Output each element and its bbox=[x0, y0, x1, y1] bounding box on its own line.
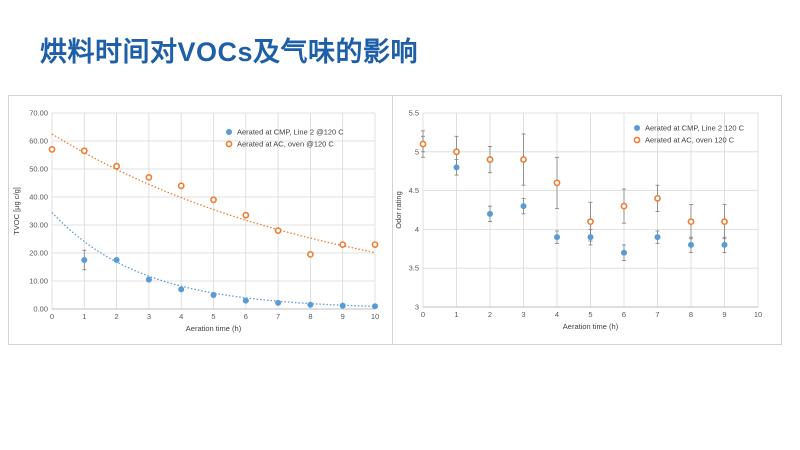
odor-series-0-point bbox=[487, 210, 493, 217]
odor-chart: 3 3.5 4 4.5 5 5.5 0 1 2 3 4 5 6 7 8 9 10 Aeration time (h… bbox=[392, 95, 782, 345]
odor-x-tick-label: 6 bbox=[622, 310, 626, 319]
tvoc-x-axis-label: Aeration time (h) bbox=[186, 324, 242, 333]
tvoc-series-0-point bbox=[372, 303, 378, 310]
odor-x-axis-label: Aeration time (h) bbox=[563, 322, 619, 331]
tvoc-y-tick-label: 60.00 bbox=[29, 137, 48, 146]
tvoc-y-tick-label: 40.00 bbox=[29, 193, 48, 202]
tvoc-series-0-point bbox=[242, 297, 249, 304]
tvoc-series-0-point bbox=[210, 292, 217, 298]
tvoc-series-1-point bbox=[80, 147, 88, 155]
tvoc-series-1-point bbox=[145, 174, 153, 181]
tvoc-y-tick-label: 50.00 bbox=[29, 165, 48, 174]
tvoc-x-tick-label: 4 bbox=[179, 312, 183, 321]
odor-series-1-point bbox=[553, 179, 561, 187]
tvoc-series-0-point bbox=[145, 276, 152, 283]
odor-series-0-point bbox=[654, 234, 661, 241]
tvoc-series-1-point bbox=[210, 196, 217, 204]
odor-series-0-point bbox=[554, 234, 560, 241]
odor-series-0-point bbox=[453, 164, 460, 171]
tvoc-series-0-point bbox=[275, 299, 282, 306]
odor-x-tick-label: 9 bbox=[722, 310, 726, 319]
odor-chart-plot: 3 3.5 4 4.5 5 5.5 0 1 2 3 4 5 6 7 8 9 10 Aeration time (h… bbox=[394, 109, 762, 332]
odor-y-tick-label: 3 bbox=[415, 303, 419, 312]
odor-y-tick-label: 4 bbox=[415, 225, 419, 234]
odor-x-tick-label: 8 bbox=[689, 310, 693, 319]
odor-series-1-point bbox=[486, 156, 494, 163]
tvoc-y-tick-label: 10.00 bbox=[29, 277, 48, 286]
odor-series-1-point bbox=[419, 140, 427, 148]
odor-series-1-point bbox=[453, 148, 460, 156]
odor-y-tick-label: 4.5 bbox=[409, 186, 419, 195]
odor-series-1-point bbox=[587, 218, 594, 226]
tvoc-chart: 0.00 10.00 20.00 30.00 40.00 50.00 60.00 70.00 0… bbox=[8, 95, 394, 345]
tvoc-series-0-point bbox=[339, 302, 346, 309]
tvoc-series-1-point bbox=[177, 182, 185, 190]
tvoc-x-tick-label: 10 bbox=[371, 312, 379, 321]
tvoc-series-1-point bbox=[371, 241, 379, 248]
odor-y-tick-label: 5 bbox=[415, 147, 419, 156]
odor-legend-label: Aerated at AC, oven 120 C bbox=[645, 136, 735, 145]
tvoc-chart-plot: 0.00 10.00 20.00 30.00 40.00 50.00 60.00 70.00 0… bbox=[12, 109, 379, 334]
odor-x-tick-label: 2 bbox=[488, 310, 492, 319]
odor-x-tick-label: 4 bbox=[555, 310, 559, 319]
odor-series-1-point bbox=[687, 218, 695, 226]
odor-legend-marker bbox=[633, 136, 641, 144]
tvoc-x-tick-label: 2 bbox=[115, 312, 119, 321]
tvoc-legend-marker bbox=[225, 140, 233, 148]
odor-series-1-point bbox=[620, 202, 628, 210]
tvoc-x-tick-label: 3 bbox=[147, 312, 151, 321]
odor-legend-label: Aerated at CMP, Line 2 120 C bbox=[645, 124, 745, 133]
tvoc-series-0-point bbox=[81, 257, 88, 263]
tvoc-y-axis-label: TVOC [μg c/g] bbox=[12, 187, 21, 235]
tvoc-series-1-point bbox=[339, 241, 347, 248]
tvoc-series-0-point bbox=[307, 301, 314, 308]
odor-x-tick-label: 5 bbox=[588, 310, 592, 319]
tvoc-x-tick-label: 5 bbox=[211, 312, 215, 321]
tvoc-x-tick-label: 6 bbox=[244, 312, 248, 321]
tvoc-series-1-trendline bbox=[51, 133, 376, 254]
tvoc-series-0-point bbox=[113, 257, 120, 263]
odor-x-tick-label: 10 bbox=[754, 310, 762, 319]
odor-y-tick-label: 3.5 bbox=[409, 264, 419, 273]
tvoc-x-tick-label: 1 bbox=[82, 312, 86, 321]
odor-legend-marker bbox=[634, 125, 640, 131]
tvoc-x-tick-label: 9 bbox=[341, 312, 345, 321]
tvoc-series-0-point bbox=[178, 286, 185, 293]
odor-series-1-point bbox=[721, 218, 728, 226]
odor-series-0-point bbox=[587, 234, 594, 241]
tvoc-y-tick-label: 0.00 bbox=[33, 305, 48, 314]
odor-y-tick-label: 5.5 bbox=[409, 109, 419, 118]
odor-series-1-point bbox=[520, 156, 527, 163]
tvoc-y-tick-label: 30.00 bbox=[29, 221, 48, 230]
tvoc-legend-marker bbox=[226, 129, 232, 135]
tvoc-series-1-point bbox=[48, 146, 56, 153]
tvoc-legend-label: Aerated at CMP, Line 2 @120 C bbox=[237, 128, 344, 137]
odor-x-tick-label: 0 bbox=[421, 310, 425, 319]
tvoc-x-tick-label: 8 bbox=[308, 312, 312, 321]
odor-series-0-point bbox=[721, 241, 728, 248]
odor-x-tick-label: 3 bbox=[521, 310, 525, 319]
tvoc-series-1-point bbox=[274, 227, 282, 234]
odor-x-tick-label: 1 bbox=[454, 310, 458, 319]
odor-y-axis-label: Odor rating bbox=[394, 191, 403, 229]
odor-series-0-point bbox=[520, 203, 527, 210]
odor-series-0-point bbox=[621, 249, 627, 256]
odor-x-tick-label: 7 bbox=[655, 310, 659, 319]
tvoc-series-1-point bbox=[113, 162, 120, 170]
slide-title: 烘料时间对VOCs及气味的影响 bbox=[40, 37, 419, 67]
tvoc-legend-label: Aerated at AC, oven @120 C bbox=[237, 140, 334, 149]
tvoc-x-tick-label: 7 bbox=[276, 312, 280, 321]
tvoc-series-1-point bbox=[242, 211, 250, 219]
odor-series-0-point bbox=[688, 241, 694, 248]
tvoc-x-tick-label: 0 bbox=[50, 312, 54, 321]
odor-series-1-point bbox=[654, 194, 661, 202]
tvoc-series-1-point bbox=[306, 250, 314, 258]
tvoc-y-tick-label: 20.00 bbox=[29, 249, 48, 258]
tvoc-y-tick-label: 70.00 bbox=[29, 109, 48, 118]
